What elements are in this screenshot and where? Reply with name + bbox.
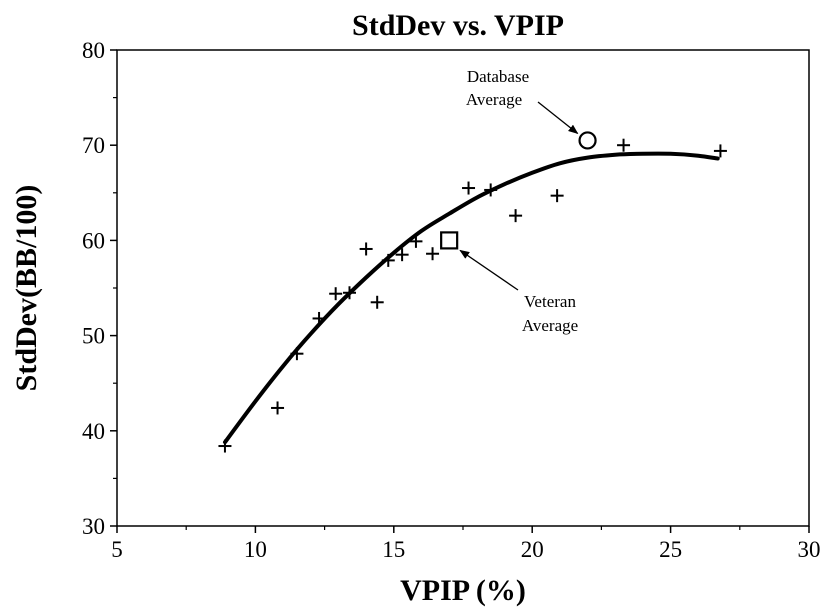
- data-point: [290, 347, 304, 361]
- veteran-average-arrow: [459, 249, 519, 291]
- y-tick-label: 70: [82, 133, 105, 158]
- database-average-label-line2: Average: [466, 90, 522, 109]
- data-point: [395, 248, 409, 262]
- trend-curve: [223, 151, 720, 445]
- database-average-label-line1: Database: [467, 67, 529, 86]
- data-point: [550, 189, 564, 203]
- data-point: [329, 287, 343, 301]
- database-average-arrow: [537, 101, 579, 135]
- data-point: [462, 181, 476, 195]
- data-point: [509, 209, 523, 223]
- veteran-average-marker: [440, 231, 459, 250]
- veteran-average-label-line2: Average: [522, 316, 578, 335]
- data-point: [218, 439, 232, 453]
- annotations: Database Average Veteran Average: [440, 67, 597, 335]
- data-point: [343, 286, 357, 300]
- chart-title: StdDev vs. VPIP: [352, 9, 564, 42]
- y-tick-label: 50: [82, 324, 105, 349]
- y-tick-label: 40: [82, 419, 105, 444]
- x-tick-label: 20: [521, 537, 544, 562]
- y-axis-title: StdDev(BB/100): [10, 185, 43, 392]
- data-point: [409, 234, 423, 248]
- data-point: [426, 247, 440, 261]
- x-tick-label: 5: [111, 537, 123, 562]
- x-tick-label: 25: [659, 537, 682, 562]
- y-tick-label: 80: [82, 38, 105, 63]
- data-point: [713, 144, 727, 158]
- y-axis: 30 40 50 60 70 80: [82, 38, 117, 539]
- database-average-marker: [578, 131, 597, 150]
- plot-frame: [116, 49, 810, 527]
- data-point: [484, 183, 498, 197]
- data-points: [218, 138, 727, 453]
- data-point: [271, 401, 285, 415]
- y-tick-label: 30: [82, 514, 105, 539]
- y-tick-label: 60: [82, 228, 105, 253]
- veteran-average-label-line1: Veteran: [524, 292, 576, 311]
- data-point: [617, 138, 631, 152]
- data-point: [359, 242, 373, 256]
- x-tick-label: 30: [798, 537, 820, 562]
- data-point: [312, 311, 326, 325]
- x-tick-label: 10: [244, 537, 267, 562]
- data-point: [381, 253, 395, 267]
- x-tick-label: 15: [382, 537, 405, 562]
- x-axis: 5 10 15 20 25 30: [111, 526, 820, 562]
- x-axis-title: VPIP (%): [400, 574, 526, 607]
- data-point: [370, 295, 384, 309]
